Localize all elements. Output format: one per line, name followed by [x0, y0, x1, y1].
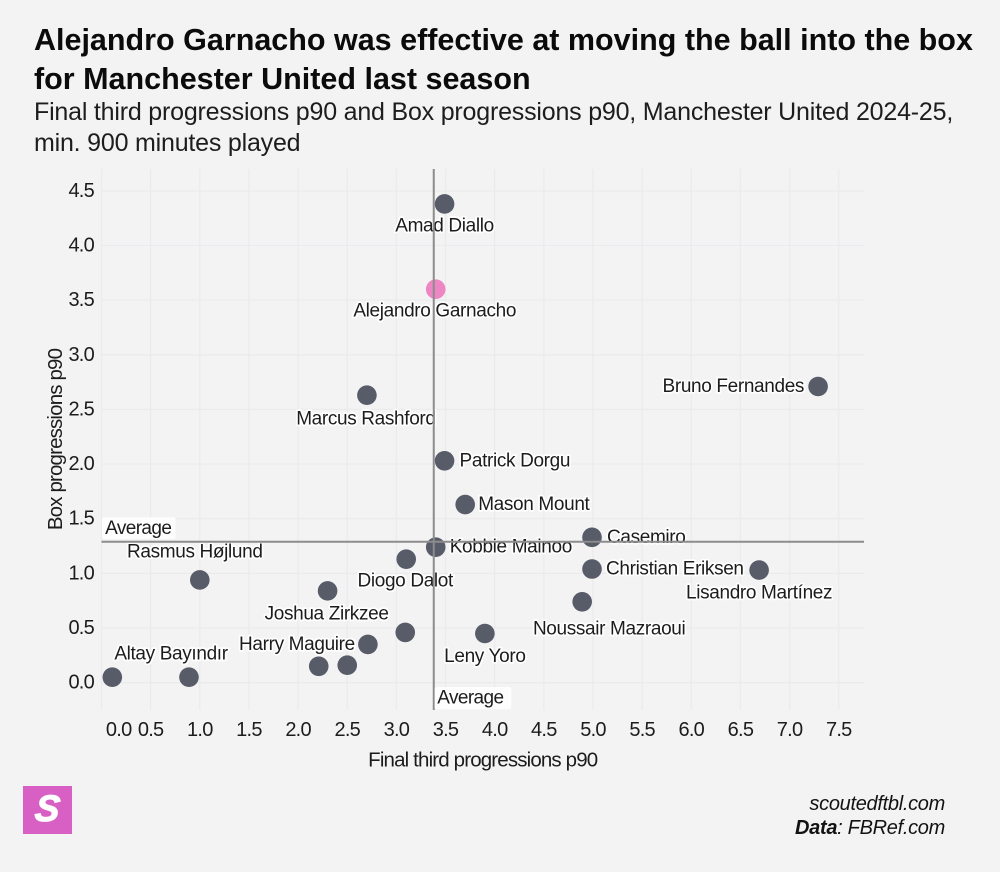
credits-source-label: Data — [795, 816, 838, 839]
y-tick-label: 2.0 — [68, 453, 94, 475]
point-highlight — [425, 279, 446, 300]
point — [308, 656, 329, 677]
x-tick-label: 6.5 — [728, 719, 754, 741]
y-tick-label: 2.5 — [68, 398, 94, 420]
point — [582, 527, 602, 548]
x-tick-label: 7.5 — [826, 719, 852, 741]
y-tick-label: 1.5 — [68, 508, 94, 530]
point — [357, 385, 377, 406]
point — [189, 570, 210, 590]
x-tick-label: 3.5 — [433, 719, 459, 741]
point — [572, 592, 592, 612]
point-label: Bruno Fernandes — [663, 376, 805, 397]
y-tick-label: 1.0 — [68, 562, 94, 584]
point — [434, 194, 455, 214]
x-tick-label: 1.0 — [187, 719, 213, 741]
average-label-vertical: Average — [437, 688, 503, 709]
point — [179, 667, 199, 688]
y-tick-label: 3.0 — [68, 344, 94, 366]
x-tick-label: 0.0 — [106, 719, 132, 741]
point — [358, 634, 378, 655]
y-tick-label: 4.0 — [68, 235, 94, 257]
chart-subtitle-line1: Final third progressions p90 and Box pro… — [34, 97, 954, 126]
credits-source-rest: : FBRef.com — [837, 816, 945, 839]
point — [808, 376, 828, 397]
point — [475, 623, 495, 644]
point — [455, 494, 476, 515]
point — [425, 537, 446, 557]
scouted-logo: S — [23, 786, 72, 834]
credits: scoutedftbl.com Data: FBRef.com — [795, 793, 945, 840]
point — [317, 581, 338, 601]
chart-title-line2: for Manchester United last season — [34, 61, 531, 96]
point-label: Casemiro — [607, 527, 686, 548]
point-label: Alejandro Garnacho — [353, 301, 516, 322]
x-tick-label: 7.0 — [777, 719, 803, 741]
average-label-box — [434, 687, 512, 710]
point-label: Altay Bayındır — [114, 644, 228, 665]
point-label: Amad Diallo — [395, 215, 494, 236]
point — [396, 549, 417, 569]
x-tick-label: 5.0 — [580, 719, 606, 741]
credits-site: scoutedftbl.com — [809, 793, 945, 815]
average-label-horizontal: Average — [105, 518, 171, 539]
point — [337, 655, 358, 675]
x-tick-label: 3.0 — [384, 719, 410, 741]
credits-source: Data: FBRef.com — [795, 817, 945, 841]
y-tick-label: 3.5 — [68, 289, 94, 311]
chart-title-line1: Alejandro Garnacho was effective at movi… — [34, 22, 973, 57]
point — [395, 622, 416, 643]
chart-title: Alejandro Garnacho was effective at movi… — [34, 21, 973, 99]
point-label: Patrick Dorgu — [460, 450, 571, 471]
x-tick-label: 0.5 — [138, 719, 164, 741]
chart-subtitle: Final third progressions p90 and Box pro… — [34, 97, 953, 160]
point-label: Christian Eriksen — [606, 559, 744, 580]
x-tick-label: 2.0 — [285, 719, 311, 741]
point — [102, 667, 123, 688]
point-label: Noussair Mazraoui — [533, 618, 685, 639]
x-axis-title: Final third progressions p90 — [368, 749, 598, 772]
point — [582, 559, 602, 579]
x-tick-label: 1.5 — [236, 719, 262, 741]
point-label: Leny Yoro — [444, 646, 525, 667]
point — [749, 560, 769, 580]
point — [434, 451, 455, 471]
y-tick-label: 4.5 — [68, 180, 94, 202]
point-label: Marcus Rashford — [296, 409, 435, 430]
chart-subtitle-line2: min. 900 minutes played — [34, 129, 301, 158]
x-tick-label: 5.5 — [629, 719, 655, 741]
point-label: Rasmus Højlund — [127, 541, 263, 562]
y-tick-label: 0.0 — [68, 672, 94, 694]
y-axis-title: Box progressions p90 — [44, 348, 67, 530]
x-tick-label: 4.0 — [482, 719, 508, 741]
average-label-box — [102, 517, 176, 539]
scouted-logo-letter: S — [33, 788, 63, 830]
x-tick-label: 4.5 — [531, 719, 557, 741]
x-tick-label: 6.0 — [679, 719, 705, 741]
y-tick-label: 0.5 — [68, 617, 94, 639]
x-tick-label: 2.5 — [334, 719, 360, 741]
point-label: Mason Mount — [478, 494, 590, 515]
point-label: Lisandro Martínez — [686, 583, 832, 604]
point-label: Kobbie Mainoo — [450, 537, 572, 558]
point-label: Harry Maguire — [239, 634, 355, 655]
point-label: Diogo Dalot — [358, 571, 454, 592]
point-label: Joshua Zirkzee — [265, 603, 389, 624]
